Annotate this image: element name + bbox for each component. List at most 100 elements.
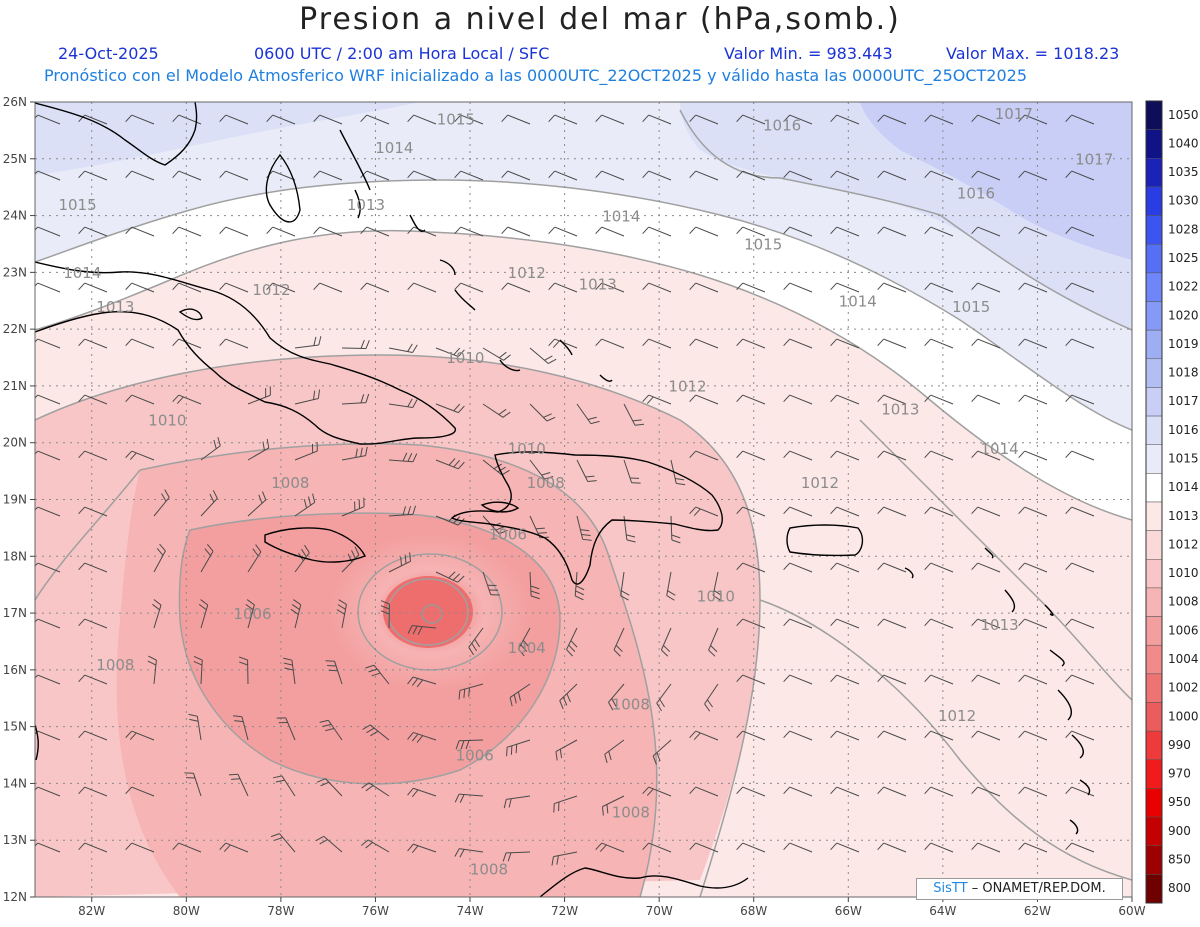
wind-barb (153, 489, 170, 517)
barb-shaft (742, 394, 766, 405)
barb-flag (497, 466, 506, 473)
barb-shaft (554, 795, 578, 805)
barb-flag (971, 226, 979, 235)
wind-barb (276, 717, 296, 741)
barb-flag (689, 338, 697, 347)
legend-swatch (1145, 845, 1163, 875)
barb-shaft (666, 571, 672, 596)
barb-shaft (670, 515, 673, 541)
barb-flag (783, 730, 791, 739)
wind-barb (316, 778, 343, 797)
wind-barb (971, 170, 1001, 181)
wind-barb (1065, 170, 1095, 181)
barb-flag (35, 842, 39, 847)
barb-flag (877, 170, 885, 179)
barb-flag (689, 282, 697, 291)
wind-barb (783, 282, 813, 293)
wind-barb (35, 170, 61, 181)
barb-shaft (1024, 618, 1048, 629)
wind-barb (924, 338, 954, 349)
barb-flag (407, 226, 415, 235)
low-pressure-center (383, 576, 473, 648)
barb-flag (458, 349, 465, 357)
barb-flag (1018, 114, 1026, 123)
barb-flag (35, 450, 39, 455)
barb-shaft (341, 554, 360, 573)
value-max: Valor Max. = 1018.23 (946, 44, 1120, 63)
wind-barb (1065, 394, 1095, 405)
barb-flag (1065, 674, 1073, 683)
legend-level-label: 1035 (1168, 165, 1199, 179)
barb-flag (877, 562, 885, 571)
barb-shaft (601, 842, 625, 853)
barb-flag (693, 508, 701, 516)
wind-barb (553, 795, 578, 813)
barb-shaft (294, 552, 310, 573)
barb-shaft (200, 498, 218, 517)
barb-flag (1018, 394, 1026, 403)
barb-flag (595, 114, 603, 123)
barb-flag (148, 655, 157, 661)
barb-flag (322, 723, 332, 727)
barb-flag (498, 529, 508, 535)
barb-shaft (648, 114, 672, 125)
barb-shaft (695, 282, 719, 293)
barb-shaft (1071, 226, 1095, 237)
wind-barb (518, 627, 531, 657)
barb-flag (283, 662, 293, 666)
wind-barb (1018, 170, 1048, 181)
isobar-label: 1008 (612, 804, 650, 822)
legend-swatch (1145, 530, 1163, 560)
barb-shaft (482, 571, 492, 595)
barb-shaft (323, 835, 343, 853)
barb-shaft (977, 338, 1001, 349)
barb-shaft (930, 562, 954, 573)
barb-flag (246, 599, 255, 606)
barb-shaft (613, 627, 625, 651)
barb-flag (613, 649, 621, 657)
barb-flag (548, 282, 556, 291)
wind-barb (924, 506, 954, 517)
barb-flag (458, 405, 465, 413)
legend-swatch (1145, 158, 1163, 188)
barb-shaft (576, 515, 584, 540)
legend-swatch (1145, 301, 1163, 331)
barb-shaft (977, 394, 1001, 405)
barb-flag (1065, 730, 1073, 739)
lat-tick-label: 17N (3, 606, 27, 620)
barb-flag (1065, 338, 1073, 347)
wind-barb (360, 226, 390, 237)
wind-barb (219, 226, 249, 237)
isobar-label: 1004 (508, 639, 546, 657)
barb-shaft (131, 338, 155, 349)
wind-barb (266, 282, 296, 293)
barb-flag (522, 639, 530, 648)
barb-shaft (836, 730, 860, 741)
barb-shaft (459, 848, 484, 853)
wind-barb (576, 515, 592, 541)
barb-flag (293, 599, 302, 606)
legend-level-label: 1028 (1168, 222, 1199, 236)
barb-flag (78, 394, 86, 403)
barb-flag (736, 394, 744, 403)
barb-flag (708, 649, 716, 657)
barb-flag (453, 403, 461, 412)
wind-barb (1065, 114, 1095, 125)
barb-flag (551, 856, 554, 866)
wind-barb (924, 282, 954, 293)
barb-shaft (319, 114, 343, 125)
barb-flag (284, 667, 294, 671)
lat-tick-label: 21N (3, 379, 27, 393)
wind-barb (830, 338, 860, 349)
barb-flag (830, 674, 838, 683)
barb-flag (125, 394, 133, 403)
lat-tick-label: 18N (3, 549, 27, 563)
barb-flag (416, 735, 424, 743)
barb-shaft (648, 338, 672, 349)
wind-barb (319, 719, 343, 741)
barb-shaft (153, 497, 170, 517)
wind-barb (783, 842, 813, 853)
lat-tick-label: 16N (3, 663, 27, 677)
barb-flag (313, 282, 321, 291)
barb-flag (642, 394, 650, 403)
